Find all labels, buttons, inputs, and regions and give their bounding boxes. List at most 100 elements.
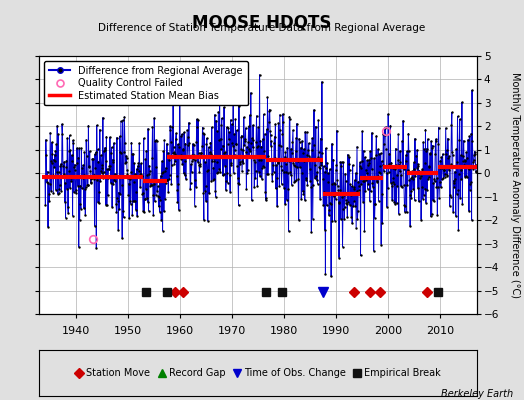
Point bbox=[166, 123, 174, 130]
Point bbox=[170, 161, 179, 168]
Point bbox=[136, 184, 145, 190]
Point bbox=[420, 160, 429, 166]
Point bbox=[373, 177, 381, 184]
Point bbox=[171, 158, 180, 164]
Point bbox=[330, 193, 338, 200]
Point bbox=[60, 171, 68, 177]
Point bbox=[114, 198, 122, 204]
Point bbox=[417, 216, 425, 223]
Point bbox=[428, 145, 436, 151]
Point bbox=[281, 149, 290, 156]
Point bbox=[381, 132, 389, 138]
Point bbox=[95, 126, 104, 133]
Point bbox=[332, 162, 341, 168]
Point bbox=[236, 159, 244, 166]
Point bbox=[452, 191, 461, 197]
Point bbox=[123, 171, 132, 178]
Point bbox=[241, 136, 249, 142]
Point bbox=[437, 154, 445, 160]
Point bbox=[174, 207, 183, 213]
Point bbox=[118, 235, 126, 242]
Point bbox=[71, 162, 79, 168]
Point bbox=[159, 148, 168, 154]
Point bbox=[136, 170, 145, 177]
Point bbox=[160, 137, 169, 144]
Point bbox=[459, 153, 467, 159]
Point bbox=[416, 171, 424, 177]
Point bbox=[79, 172, 88, 178]
Point bbox=[281, 201, 289, 207]
Point bbox=[203, 135, 211, 141]
Point bbox=[274, 120, 282, 126]
Point bbox=[221, 149, 230, 156]
Point bbox=[443, 172, 452, 179]
Point bbox=[436, 157, 444, 164]
Point bbox=[246, 112, 254, 118]
Point bbox=[109, 156, 117, 163]
Point bbox=[228, 142, 237, 149]
Point bbox=[145, 163, 154, 169]
Point bbox=[77, 201, 85, 208]
Point bbox=[230, 131, 238, 137]
Point bbox=[304, 156, 312, 162]
Point bbox=[146, 183, 155, 189]
Point bbox=[310, 157, 319, 163]
Point bbox=[456, 194, 464, 201]
Point bbox=[443, 147, 451, 154]
Point bbox=[202, 198, 210, 204]
Point bbox=[359, 148, 368, 154]
Point bbox=[344, 151, 352, 158]
Point bbox=[278, 166, 286, 173]
Point bbox=[62, 164, 70, 170]
Point bbox=[428, 142, 436, 149]
Point bbox=[57, 161, 65, 167]
Point bbox=[188, 152, 196, 159]
Point bbox=[211, 188, 220, 194]
Point bbox=[217, 122, 226, 128]
Point bbox=[56, 163, 64, 170]
Point bbox=[290, 162, 298, 168]
Point bbox=[89, 156, 97, 162]
Point bbox=[262, 195, 270, 201]
Point bbox=[263, 171, 271, 177]
Point bbox=[335, 198, 344, 205]
Point bbox=[343, 214, 352, 220]
Point bbox=[397, 183, 405, 189]
Point bbox=[442, 150, 450, 157]
Point bbox=[115, 206, 123, 212]
Point bbox=[346, 181, 355, 188]
Point bbox=[219, 172, 227, 179]
Point bbox=[394, 131, 402, 138]
Point bbox=[347, 214, 355, 220]
Point bbox=[318, 150, 326, 156]
Point bbox=[289, 127, 297, 133]
Point bbox=[193, 124, 201, 130]
Point bbox=[471, 150, 479, 157]
Point bbox=[409, 166, 418, 172]
Point bbox=[93, 122, 101, 128]
Point bbox=[251, 175, 259, 181]
Point bbox=[94, 199, 102, 206]
Point bbox=[69, 140, 78, 146]
Point bbox=[55, 186, 63, 192]
Text: 1990: 1990 bbox=[322, 326, 351, 336]
Point bbox=[147, 177, 155, 184]
Point bbox=[274, 159, 282, 166]
Point bbox=[328, 140, 336, 147]
Point bbox=[85, 163, 93, 170]
Point bbox=[282, 161, 290, 167]
Point bbox=[444, 155, 453, 162]
Point bbox=[123, 155, 131, 161]
Point bbox=[210, 158, 219, 164]
Point bbox=[60, 199, 69, 205]
Point bbox=[268, 171, 276, 177]
Point bbox=[417, 184, 425, 190]
Point bbox=[421, 186, 429, 192]
Point bbox=[104, 175, 112, 182]
Point bbox=[93, 146, 102, 153]
Point bbox=[293, 120, 301, 127]
Point bbox=[91, 165, 100, 172]
Point bbox=[239, 147, 247, 153]
Point bbox=[72, 174, 81, 181]
Point bbox=[353, 144, 361, 150]
